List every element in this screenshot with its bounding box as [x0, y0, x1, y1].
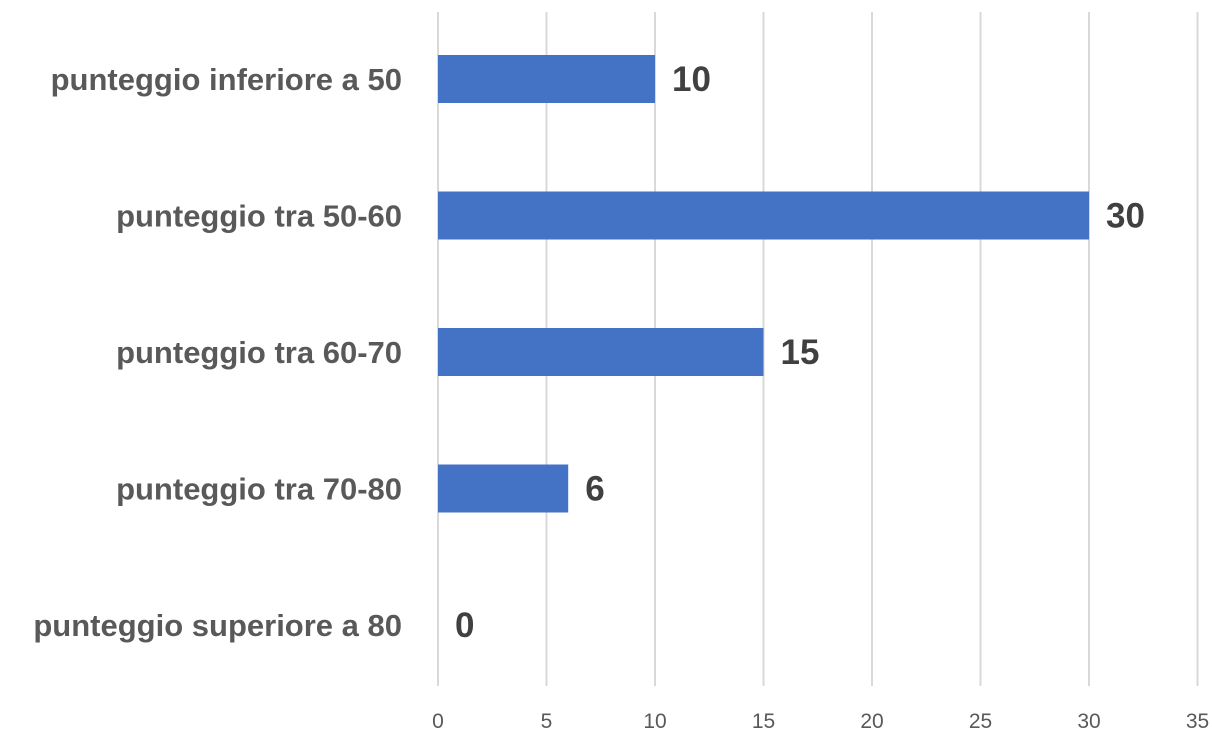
data-labels: 10 30 15 6 0	[455, 60, 1145, 645]
x-tick-label: 35	[1186, 710, 1209, 733]
data-label: 30	[1106, 197, 1145, 236]
x-tick-label: 5	[541, 710, 553, 733]
bar	[438, 55, 655, 103]
category-labels: punteggio inferiore a 50 punteggio tra 50…	[33, 62, 402, 643]
x-tick-label: 25	[969, 710, 992, 733]
data-label: 0	[455, 606, 474, 645]
x-tick-label: 15	[752, 710, 775, 733]
bar	[438, 191, 1089, 240]
category-label: punteggio tra 50-60	[116, 199, 402, 234]
data-label: 6	[585, 470, 604, 509]
category-label: punteggio tra 70-80	[116, 472, 402, 507]
category-label: punteggio superiore a 80	[33, 608, 402, 643]
bars	[438, 55, 1089, 513]
data-label: 15	[781, 333, 820, 372]
x-tick-label: 20	[860, 710, 883, 733]
category-label: punteggio inferiore a 50	[51, 62, 402, 97]
category-label: punteggio tra 60-70	[116, 335, 402, 370]
bar	[438, 328, 764, 376]
bar	[438, 464, 569, 513]
x-axis-tick-labels: 0 5 10 15 20 25 30 35	[432, 710, 1209, 733]
x-tick-label: 10	[643, 710, 666, 733]
data-label: 10	[672, 60, 711, 99]
x-tick-label: 0	[432, 710, 444, 733]
x-tick-label: 30	[1077, 710, 1100, 733]
